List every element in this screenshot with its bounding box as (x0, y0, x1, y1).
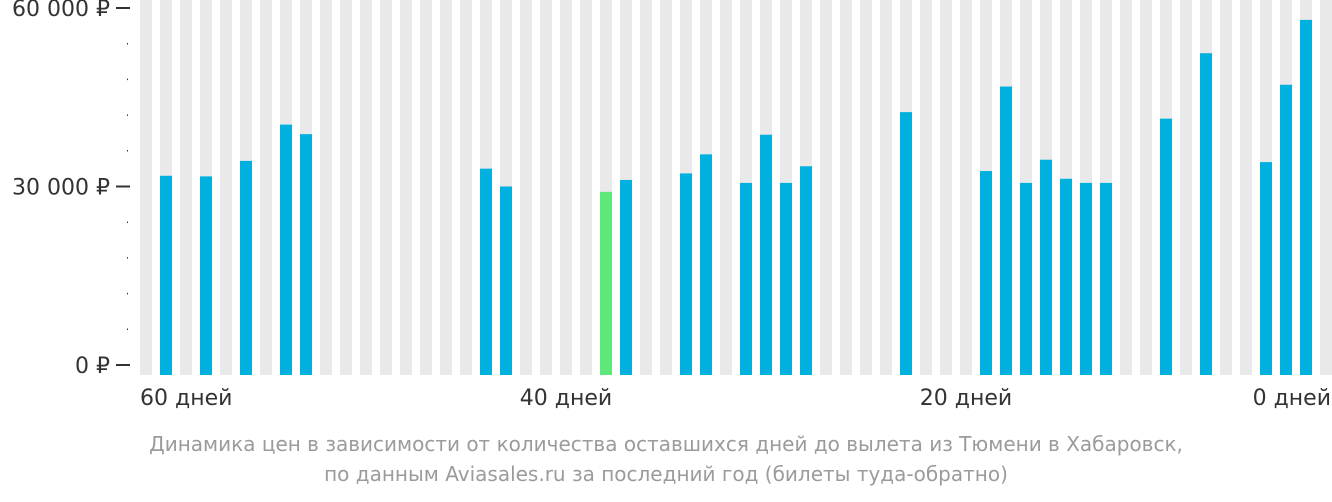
bar (1040, 159, 1052, 375)
bar (1060, 178, 1072, 375)
bar (1080, 182, 1092, 375)
x-tick-label: 20 дней (920, 386, 1012, 411)
bar-cheapest (600, 191, 612, 375)
background-slot (1140, 0, 1152, 375)
bar (760, 134, 772, 375)
background-slot (560, 0, 572, 375)
bar (280, 124, 292, 376)
y-tick-label: 60 000 ₽ (12, 0, 110, 22)
background-slot (1120, 0, 1132, 375)
background-slot (920, 0, 932, 375)
bar (980, 171, 992, 375)
bar (1100, 182, 1112, 375)
background-slot (1220, 0, 1232, 375)
bar (160, 175, 172, 375)
bar (200, 176, 212, 375)
background-slot (460, 0, 472, 375)
background-slot (720, 0, 732, 375)
background-slot (840, 0, 852, 375)
y-tick-label: 0 ₽ (75, 354, 110, 379)
background-slot (940, 0, 952, 375)
x-tick-label: 40 дней (520, 386, 612, 411)
background-slot (260, 0, 272, 375)
background-slot (420, 0, 432, 375)
bar (740, 182, 752, 375)
bar (680, 173, 692, 375)
background-slot (960, 0, 972, 375)
background-slot (520, 0, 532, 375)
bar (1160, 118, 1172, 376)
bar (700, 154, 712, 375)
chart-canvas: 60 000 ₽ 30 000 ₽ 0 ₽ 60 дней 40 дней 20 дней… (12, 0, 1332, 411)
x-tick-label: 0 дней (1253, 386, 1331, 411)
background-slot (1320, 0, 1332, 375)
bar (300, 134, 312, 375)
chart-caption-line-2: по данным Aviasales.ru за последний год … (324, 462, 1008, 486)
background-slot (640, 0, 652, 375)
background-slot (1240, 0, 1252, 375)
bar (1200, 53, 1212, 375)
background-slot (440, 0, 452, 375)
bar (1000, 86, 1012, 375)
background-slot (860, 0, 872, 375)
background-slot (180, 0, 192, 375)
chart-caption-line-1: Динамика цен в зависимости от количества… (149, 432, 1183, 456)
bar (240, 160, 252, 375)
background-slot (540, 0, 552, 375)
x-tick-label: 60 дней (140, 386, 232, 411)
bar (1300, 19, 1312, 376)
bar (1260, 162, 1272, 375)
background-slot (660, 0, 672, 375)
background-slot (400, 0, 412, 375)
bar (1020, 182, 1032, 375)
background-slot (580, 0, 592, 375)
bar (620, 179, 632, 375)
background-slot (1180, 0, 1192, 375)
background-slot (380, 0, 392, 375)
bar (480, 168, 492, 375)
bar (900, 112, 912, 375)
background-slot (320, 0, 332, 375)
background-slot (220, 0, 232, 375)
background-slot (340, 0, 352, 375)
background-slot (140, 0, 152, 375)
bar (800, 166, 812, 375)
bar (1280, 84, 1292, 375)
y-tick-label: 30 000 ₽ (12, 176, 110, 201)
bar (780, 182, 792, 375)
background-slot (360, 0, 372, 375)
background-slot (820, 0, 832, 375)
background-slot (880, 0, 892, 375)
bar (500, 186, 512, 375)
